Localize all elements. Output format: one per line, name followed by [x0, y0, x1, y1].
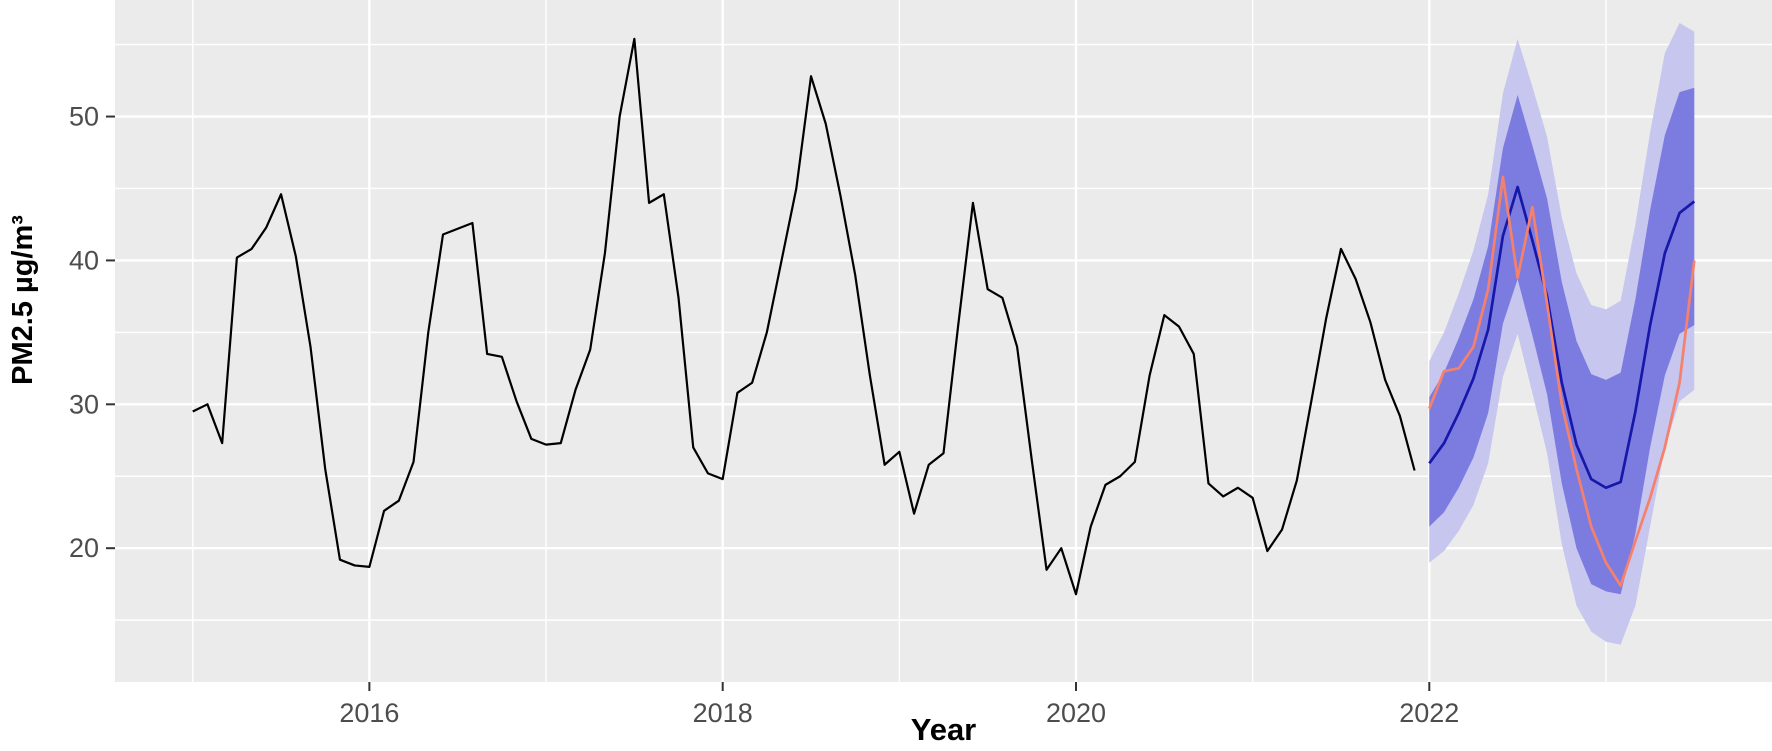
y-axis-title: PM2.5 µg/m³ [7, 215, 39, 385]
y-tick-label: 40 [69, 245, 99, 275]
x-tick-label: 2016 [339, 698, 399, 728]
series-line-observed-pm25 [192, 37, 1416, 596]
axis-tick-labels: 2016 2018 2020 2022 20 30 40 50 [69, 102, 1459, 728]
x-axis-title: Year [911, 712, 977, 747]
y-tick-label: 30 [69, 389, 99, 419]
series-line-actual-overlay [1428, 175, 1696, 587]
axis-tick-marks [106, 115, 1431, 691]
forecast-band-interval-80 [1429, 87, 1695, 595]
y-tick-label: 50 [69, 102, 99, 132]
x-tick-label: 2020 [1046, 698, 1106, 728]
series-line-forecast-mean [1428, 185, 1696, 490]
data-series-lines [192, 37, 1696, 596]
x-tick-label: 2018 [693, 698, 753, 728]
forecast-confidence-bands [1429, 23, 1695, 645]
y-tick-label: 20 [69, 533, 99, 563]
x-tick-label: 2022 [1399, 698, 1459, 728]
